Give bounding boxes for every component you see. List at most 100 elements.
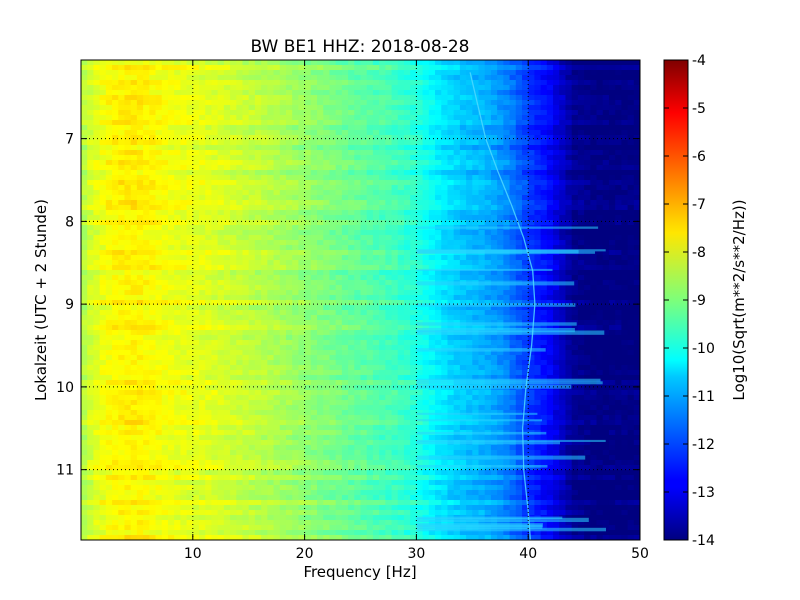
spectrogram-cell <box>261 260 268 266</box>
spectrogram-cell <box>459 100 467 106</box>
spectrogram-cell <box>217 205 225 211</box>
spectrogram-cell <box>441 145 449 151</box>
spectrogram-cell <box>335 295 343 301</box>
spectrogram-cell <box>528 180 536 186</box>
spectrogram-cell <box>267 305 275 311</box>
spectrogram-cell <box>553 95 560 101</box>
spectrogram-cell <box>161 110 169 116</box>
spectrogram-cell <box>124 65 132 71</box>
spectrogram-cell <box>174 70 181 76</box>
spectrogram-cell <box>615 295 622 301</box>
spectrogram-cell <box>87 305 95 311</box>
spectrogram-cell <box>310 215 318 221</box>
spectrogram-cell <box>105 295 113 301</box>
spectrogram-cell <box>105 280 113 286</box>
spectrogram-cell <box>447 105 455 111</box>
spectrogram-cell <box>565 305 573 311</box>
spectrogram-cell <box>81 155 88 161</box>
spectrogram-cell <box>335 190 343 196</box>
spectrogram-cell <box>441 135 449 141</box>
spectrogram-cell <box>608 305 616 311</box>
spectrogram-cell <box>99 170 107 176</box>
spectrogram-cell <box>254 235 262 241</box>
spectrogram-cell <box>223 235 231 241</box>
spectrogram-cell <box>608 265 616 271</box>
spectrogram-cell <box>497 190 504 196</box>
spectrogram-cell <box>93 65 101 71</box>
spectrogram-cell <box>571 65 579 71</box>
spectrogram-cell <box>503 160 511 166</box>
spectrogram-cell <box>335 205 343 211</box>
spectrogram-cell <box>565 150 573 156</box>
spectrogram-cell <box>372 275 380 281</box>
spectrogram-cell <box>521 300 529 306</box>
spectrogram-cell <box>391 205 399 211</box>
spectrogram-cell <box>509 190 517 196</box>
spectrogram-cell <box>447 255 455 261</box>
spectrogram-cell <box>93 315 101 321</box>
spectrogram-cell <box>248 105 256 111</box>
spectrogram-cell <box>521 155 529 161</box>
spectrogram-cell <box>292 250 299 256</box>
spectrogram-cell <box>285 90 293 96</box>
spectrogram-cell <box>310 225 318 231</box>
spectrogram-cell <box>267 220 275 226</box>
spectrogram-cell <box>236 330 244 336</box>
spectrogram-cell <box>633 250 640 256</box>
spectrogram-cell <box>143 75 150 81</box>
spectrogram-cell <box>304 170 312 176</box>
spectrogram-cell <box>273 330 281 336</box>
spectrogram-cell <box>608 320 616 326</box>
spectrogram-cell <box>205 110 213 116</box>
spectrogram-cell <box>236 255 244 261</box>
spectrogram-cell <box>261 255 268 261</box>
spectrogram-cell <box>447 295 455 301</box>
spectrogram-cell <box>105 270 113 276</box>
spectrogram-cell <box>230 325 237 331</box>
spectrogram-cell <box>590 205 598 211</box>
spectrogram-cell <box>248 150 256 156</box>
spectrogram-cell <box>540 80 548 86</box>
spectrogram-cell <box>571 90 579 96</box>
spectrogram-cell <box>155 235 163 241</box>
spectrogram-cell <box>192 185 200 191</box>
spectrogram-cell <box>559 235 567 241</box>
spectrogram-cell <box>602 155 610 161</box>
spectrogram-cell <box>534 75 542 81</box>
spectrogram-cell <box>490 260 498 266</box>
spectrogram-cell <box>230 155 237 161</box>
spectrogram-cell <box>559 120 567 126</box>
spectrogram-cell <box>596 235 604 241</box>
spectrogram-cell <box>596 300 604 306</box>
spectrogram-cell <box>372 305 380 311</box>
spectrogram-cell <box>410 95 417 101</box>
spectrogram-cell <box>112 290 119 296</box>
spectrogram-cell <box>323 195 331 201</box>
spectrogram-cell <box>540 180 548 186</box>
spectrogram-cell <box>372 225 380 231</box>
spectrogram-cell <box>385 85 393 91</box>
spectrogram-cell <box>484 120 492 126</box>
spectrogram-cell <box>323 135 331 141</box>
spectrogram-cell <box>310 245 318 251</box>
spectrogram-cell <box>130 265 138 271</box>
spectrogram-cell <box>136 155 144 161</box>
spectrogram-cell <box>466 75 473 81</box>
spectrogram-cell <box>81 80 88 86</box>
spectrogram-cell <box>366 285 374 291</box>
spectrogram-cell <box>590 60 598 66</box>
spectrogram-cell <box>81 310 88 316</box>
spectrogram-cell <box>584 125 591 131</box>
spectrogram-cell <box>329 115 337 121</box>
spectrogram-cell <box>118 285 126 291</box>
spectrogram-cell <box>571 140 579 146</box>
spectrogram-cell <box>521 130 529 136</box>
spectrogram-cell <box>130 260 138 266</box>
spectrogram-cell <box>143 245 150 251</box>
spectrogram-cell <box>279 260 287 266</box>
spectrogram-cell <box>472 325 480 331</box>
spectrogram-cell <box>397 255 405 261</box>
spectrogram-cell <box>248 75 256 81</box>
spectrogram-cell <box>435 235 442 241</box>
spectrogram-cell <box>379 145 386 151</box>
